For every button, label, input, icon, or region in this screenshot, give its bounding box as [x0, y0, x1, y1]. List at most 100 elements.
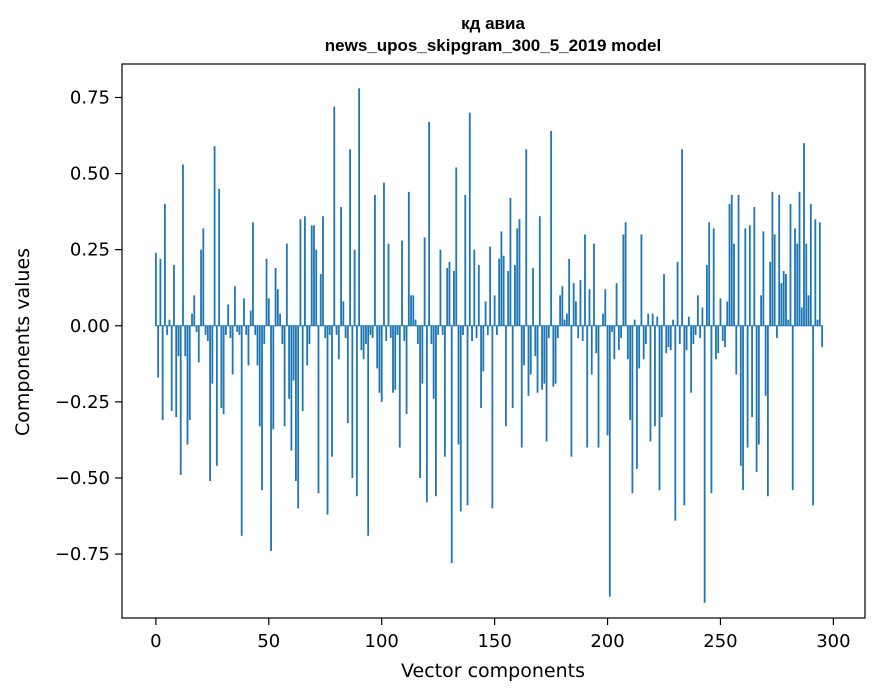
bars-group	[154, 88, 823, 603]
bar	[274, 267, 277, 326]
bar	[227, 304, 230, 326]
bar	[297, 325, 300, 509]
bar	[737, 194, 740, 326]
bar	[218, 188, 221, 326]
bar	[441, 325, 444, 335]
bar	[667, 325, 670, 348]
bar	[796, 243, 799, 326]
bar	[331, 325, 333, 457]
bar	[462, 325, 464, 335]
bar	[818, 222, 821, 326]
bar	[794, 228, 796, 326]
bar	[186, 325, 189, 445]
bar	[672, 319, 674, 326]
bar	[486, 325, 489, 335]
y-tick-label: −0.25	[55, 392, 110, 413]
bar	[362, 325, 365, 360]
bar	[263, 325, 266, 345]
bar	[281, 325, 284, 345]
bar	[477, 264, 480, 326]
bar	[270, 325, 272, 552]
bar	[317, 325, 320, 494]
bar	[509, 197, 512, 326]
bar	[157, 325, 160, 378]
bar	[432, 325, 435, 399]
bar	[748, 225, 751, 326]
bar	[464, 194, 467, 326]
bar	[448, 261, 451, 326]
bar	[197, 325, 200, 363]
bar	[206, 325, 209, 341]
bar	[398, 325, 401, 448]
bar	[579, 280, 582, 326]
x-axis: 0 50 100 150 200 250 300	[150, 618, 851, 652]
bar	[556, 325, 559, 338]
bar	[581, 325, 584, 341]
bar	[459, 325, 462, 512]
bar	[701, 307, 704, 326]
bar	[613, 325, 616, 360]
bar	[355, 325, 358, 497]
bar	[344, 325, 347, 338]
bar	[708, 222, 711, 326]
bar	[245, 325, 248, 335]
bar	[563, 319, 566, 326]
bar	[514, 264, 516, 326]
bar	[435, 325, 437, 497]
bar	[518, 219, 521, 326]
bar	[575, 301, 577, 326]
bar	[773, 234, 776, 326]
bar	[276, 289, 279, 326]
bar	[272, 325, 275, 430]
bar	[746, 325, 749, 448]
bar	[168, 319, 171, 326]
bar	[780, 283, 783, 326]
bar	[568, 258, 571, 326]
bar	[703, 325, 706, 603]
y-tick-label: −0.75	[55, 544, 110, 565]
x-tick-label: 0	[150, 631, 161, 652]
bar	[407, 191, 410, 326]
bar	[493, 295, 496, 326]
bar	[550, 130, 552, 326]
bar	[803, 143, 805, 326]
bar	[647, 313, 650, 326]
bar	[346, 325, 349, 424]
bar	[541, 325, 543, 390]
bar	[597, 325, 600, 448]
bar	[742, 325, 744, 491]
bar	[561, 286, 564, 326]
bar	[466, 325, 469, 506]
x-tick-label: 250	[703, 631, 737, 652]
bar	[710, 325, 713, 494]
bar	[785, 274, 787, 326]
bar	[489, 246, 492, 326]
bar	[301, 325, 304, 412]
bar	[674, 325, 677, 521]
bar	[367, 325, 370, 536]
bar	[177, 325, 180, 357]
bar	[285, 243, 288, 326]
bar	[624, 222, 627, 326]
bar	[692, 325, 695, 345]
bar	[324, 325, 327, 338]
bar	[252, 222, 254, 326]
bar	[421, 325, 424, 384]
bar	[821, 325, 823, 348]
bar	[444, 325, 446, 457]
bar	[660, 325, 663, 418]
bar	[649, 325, 652, 442]
bar	[559, 295, 562, 326]
bar	[719, 298, 722, 326]
bar	[437, 325, 440, 335]
bar	[669, 325, 672, 351]
bar	[532, 267, 534, 326]
bar	[184, 325, 187, 357]
bar	[439, 249, 442, 326]
bar	[369, 325, 372, 335]
chart-title-line2: news_upos_skipgram_300_5_2019 model	[325, 36, 661, 55]
bar	[730, 194, 733, 326]
bar	[626, 325, 629, 360]
bar	[739, 325, 742, 466]
bar	[193, 295, 196, 326]
